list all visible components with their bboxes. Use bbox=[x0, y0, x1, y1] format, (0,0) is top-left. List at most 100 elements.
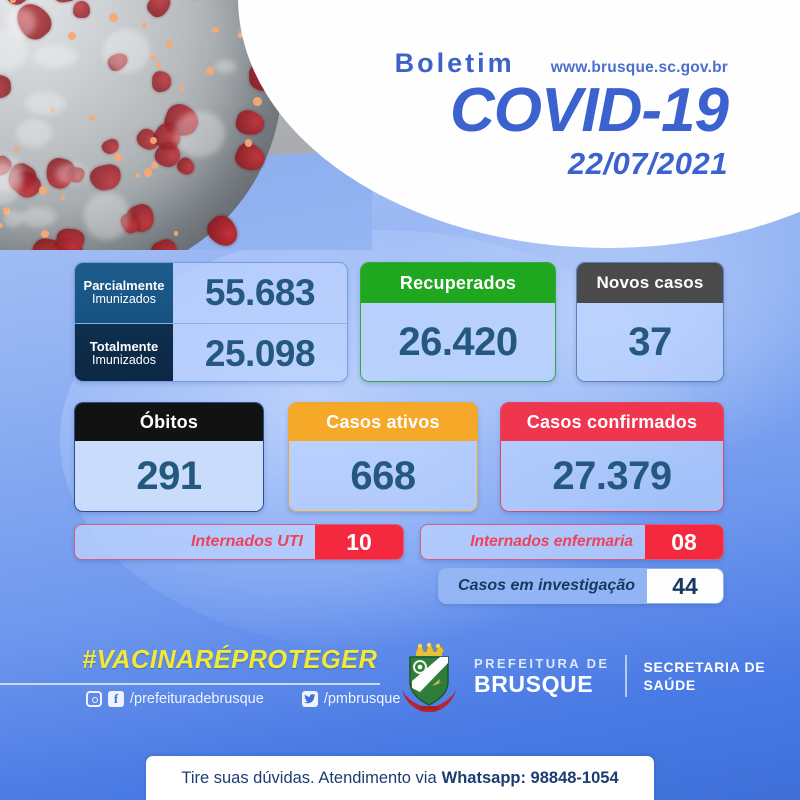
total-immunized-label-line1: Totalmente bbox=[89, 338, 159, 354]
virus-surface-nub bbox=[143, 168, 152, 177]
card-novos-casos: Novos casos 37 bbox=[576, 262, 724, 382]
virus-surface-mottle bbox=[173, 111, 226, 157]
footer: #VACINARÉPROTEGER f /prefeituradebrusque… bbox=[0, 636, 800, 800]
social-handles: f /prefeituradebrusque /pmbrusque bbox=[86, 691, 400, 707]
card-recuperados-label: Recuperados bbox=[361, 263, 555, 303]
card-casos-ativos-value: 668 bbox=[289, 441, 477, 511]
pill-internados-enfermaria-label: Internados enfermaria bbox=[421, 525, 645, 559]
virus-surface-mottle bbox=[15, 119, 52, 148]
total-immunized-label: Totalmente Imunizados bbox=[75, 324, 173, 381]
whatsapp-contact-bar[interactable]: Tire suas dúvidas. Atendimento via Whats… bbox=[146, 756, 654, 800]
virus-surface-nub bbox=[155, 62, 162, 69]
partial-immunized-label-line1: Parcialmente bbox=[83, 278, 165, 294]
virus-surface-nub bbox=[109, 13, 119, 23]
virus-surface-nub bbox=[165, 41, 174, 49]
virus-surface-nub bbox=[245, 139, 253, 147]
virus-spike bbox=[233, 107, 267, 138]
immunization-card: Parcialmente Imunizados 55.683 Totalment… bbox=[74, 262, 348, 382]
virus-surface-nub bbox=[68, 32, 76, 40]
bulletin-label: Boletim bbox=[394, 48, 515, 78]
instagram-icon[interactable] bbox=[86, 691, 102, 707]
virus-surface-mottle bbox=[84, 192, 131, 241]
virus-surface-mottle bbox=[20, 206, 56, 227]
pill-internados-enfermaria-value: 08 bbox=[645, 525, 723, 559]
virus-surface-mottle bbox=[55, 163, 88, 185]
twitter-handle[interactable]: /pmbrusque bbox=[323, 691, 401, 707]
card-casos-ativos-label: Casos ativos bbox=[289, 403, 477, 441]
pill-internados-uti-value: 10 bbox=[315, 525, 403, 559]
virus-surface-nub bbox=[10, 0, 16, 4]
virus-surface-nub bbox=[40, 229, 50, 239]
twitter-icon[interactable] bbox=[301, 691, 318, 707]
secretaria-line1: SECRETARIA DE bbox=[643, 658, 766, 675]
pill-internados-uti: Internados UTI 10 bbox=[74, 524, 404, 560]
virus-surface-nub bbox=[13, 147, 19, 153]
virus-surface-nub bbox=[39, 186, 48, 195]
virus-surface-mottle bbox=[215, 59, 236, 74]
virus-surface-nub bbox=[206, 67, 215, 75]
pill-casos-em-investigacao: Casos em investigação 44 bbox=[438, 568, 724, 604]
social-group-meta[interactable]: f /prefeituradebrusque bbox=[86, 691, 264, 707]
partial-immunized-label: Parcialmente Imunizados bbox=[75, 263, 173, 323]
virus-surface-nub bbox=[179, 86, 185, 92]
virus-surface-nub bbox=[150, 162, 158, 169]
prefeitura-line2: BRUSQUE bbox=[474, 671, 594, 698]
website-url[interactable]: www.brusque.sc.gov.br bbox=[550, 59, 728, 76]
virus-surface-mottle bbox=[0, 153, 24, 192]
pill-internados-enfermaria: Internados enfermaria 08 bbox=[420, 524, 724, 560]
virus-surface-mottle bbox=[32, 44, 79, 69]
campaign-hashtag: #VACINARÉPROTEGER bbox=[82, 646, 378, 674]
brusque-coat-of-arms-icon bbox=[402, 642, 456, 712]
card-novos-casos-label: Novos casos bbox=[577, 263, 723, 303]
virus-surface-mottle bbox=[4, 210, 23, 228]
virus-spike bbox=[87, 161, 125, 194]
social-group-twitter[interactable]: /pmbrusque bbox=[301, 691, 401, 707]
card-obitos-label: Óbitos bbox=[75, 403, 263, 441]
virus-surface-nub bbox=[89, 115, 95, 122]
secretaria-line2: SAÚDE bbox=[643, 677, 696, 693]
card-obitos: Óbitos 291 bbox=[74, 402, 264, 512]
card-casos-ativos: Casos ativos 668 bbox=[288, 402, 478, 512]
virus-surface-nub bbox=[149, 136, 158, 145]
card-casos-confirmados-value: 27.379 bbox=[501, 441, 723, 511]
secretaria-name: SECRETARIA DE SAÚDE bbox=[643, 658, 765, 694]
virus-surface-mottle bbox=[102, 28, 151, 74]
virus-spike bbox=[72, 1, 90, 19]
pill-casos-em-investigacao-value: 44 bbox=[647, 569, 723, 603]
prefeitura-line1: PREFEITURA DE bbox=[474, 655, 610, 671]
brand-block: PREFEITURA DE BRUSQUE SECRETARIA DE SAÚD… bbox=[398, 640, 765, 712]
prefeitura-secretaria: PREFEITURA DE BRUSQUE SECRETARIA DE SAÚD… bbox=[474, 655, 765, 697]
virus-spike bbox=[55, 228, 86, 250]
footer-divider bbox=[0, 683, 380, 685]
card-recuperados: Recuperados 26.420 bbox=[360, 262, 556, 382]
pill-casos-em-investigacao-label: Casos em investigação bbox=[439, 569, 647, 603]
facebook-icon[interactable]: f bbox=[108, 691, 124, 707]
virus-surface-mottle bbox=[0, 162, 22, 205]
virus-spike bbox=[151, 70, 171, 92]
virus-surface-nub bbox=[113, 152, 122, 161]
whatsapp-number[interactable]: Whatsapp: 98848-1054 bbox=[441, 768, 619, 787]
card-novos-casos-value: 37 bbox=[577, 303, 723, 381]
virus-surface-nub bbox=[135, 173, 141, 178]
bulletin-date: 22/07/2021 bbox=[567, 145, 728, 181]
instagram-facebook-handle[interactable]: /prefeituradebrusque bbox=[130, 691, 264, 707]
partial-immunized-value: 55.683 bbox=[204, 272, 316, 313]
virus-surface-nub bbox=[50, 107, 56, 113]
virus-surface-nub bbox=[2, 207, 11, 215]
card-casos-confirmados: Casos confirmados 27.379 bbox=[500, 402, 724, 512]
virus-spike bbox=[0, 73, 12, 100]
prefeitura-name: PREFEITURA DE BRUSQUE bbox=[474, 656, 609, 696]
partial-immunized-label-line2: Imunizados bbox=[92, 292, 156, 307]
page-title: COVID-19 bbox=[450, 76, 729, 145]
virus-spike bbox=[142, 0, 175, 22]
virus-surface-nub bbox=[142, 23, 148, 29]
card-recuperados-value: 26.420 bbox=[361, 303, 555, 381]
virus-spike bbox=[148, 235, 183, 250]
virus-body bbox=[0, 0, 287, 250]
card-casos-confirmados-label: Casos confirmados bbox=[501, 403, 723, 441]
immunization-row-partial: Parcialmente Imunizados 55.683 bbox=[75, 263, 347, 323]
virus-surface-nub bbox=[0, 222, 4, 229]
brand-divider bbox=[625, 655, 628, 697]
virus-surface-nub bbox=[252, 96, 262, 106]
